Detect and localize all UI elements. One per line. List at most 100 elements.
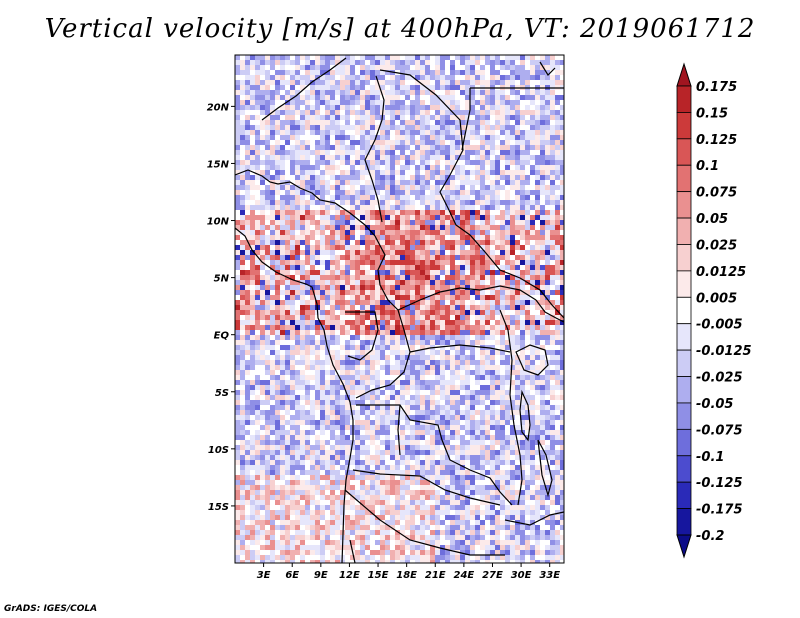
field-cell bbox=[465, 60, 470, 65]
field-cell bbox=[345, 170, 350, 175]
field-cell bbox=[295, 80, 300, 85]
field-cell bbox=[300, 285, 305, 290]
field-cell bbox=[550, 105, 555, 110]
field-cell bbox=[245, 330, 250, 335]
field-cell bbox=[390, 180, 395, 185]
field-cell bbox=[450, 285, 455, 290]
field-cell bbox=[415, 375, 420, 380]
field-cell bbox=[350, 130, 355, 135]
field-cell bbox=[340, 325, 345, 330]
field-cell bbox=[415, 70, 420, 75]
field-cell bbox=[420, 315, 425, 320]
field-cell bbox=[470, 175, 475, 180]
field-cell bbox=[280, 140, 285, 145]
field-cell bbox=[530, 375, 535, 380]
field-cell bbox=[245, 125, 250, 130]
field-cell bbox=[560, 425, 564, 430]
field-cell bbox=[250, 325, 255, 330]
field-cell bbox=[265, 140, 270, 145]
field-cell bbox=[350, 305, 355, 310]
field-cell bbox=[460, 315, 465, 320]
field-cell bbox=[380, 70, 385, 75]
field-cell bbox=[345, 270, 350, 275]
field-cell bbox=[405, 380, 410, 385]
field-cell bbox=[305, 130, 310, 135]
field-cell bbox=[425, 400, 430, 405]
field-cell bbox=[415, 270, 420, 275]
field-cell bbox=[510, 165, 515, 170]
field-cell bbox=[540, 135, 545, 140]
field-cell bbox=[250, 335, 255, 340]
field-cell bbox=[285, 70, 290, 75]
field-cell bbox=[530, 105, 535, 110]
field-cell bbox=[560, 325, 564, 330]
field-cell bbox=[325, 415, 330, 420]
field-cell bbox=[250, 165, 255, 170]
field-cell bbox=[560, 310, 564, 315]
field-cell bbox=[350, 410, 355, 415]
field-cell bbox=[290, 355, 295, 360]
field-cell bbox=[240, 340, 245, 345]
field-cell bbox=[330, 115, 335, 120]
field-cell bbox=[385, 75, 390, 80]
field-cell bbox=[470, 370, 475, 375]
field-cell bbox=[245, 380, 250, 385]
field-cell bbox=[260, 180, 265, 185]
field-cell bbox=[525, 225, 530, 230]
field-cell bbox=[385, 110, 390, 115]
field-cell bbox=[540, 325, 545, 330]
field-cell bbox=[320, 380, 325, 385]
field-cell bbox=[425, 340, 430, 345]
field-cell bbox=[240, 180, 245, 185]
field-cell bbox=[440, 385, 445, 390]
field-cell bbox=[345, 75, 350, 80]
field-cell bbox=[260, 365, 265, 370]
field-cell bbox=[560, 160, 564, 165]
field-cell bbox=[335, 175, 340, 180]
field-cell bbox=[535, 410, 540, 415]
field-cell bbox=[310, 165, 315, 170]
field-cell bbox=[425, 345, 430, 350]
field-cell bbox=[530, 400, 535, 405]
field-cell bbox=[265, 375, 270, 380]
field-cell bbox=[410, 405, 415, 410]
field-cell bbox=[495, 185, 500, 190]
field-cell bbox=[525, 150, 530, 155]
field-cell bbox=[420, 300, 425, 305]
field-cell bbox=[535, 100, 540, 105]
field-cell bbox=[480, 90, 485, 95]
field-cell bbox=[520, 340, 525, 345]
field-cell bbox=[310, 315, 315, 320]
field-cell bbox=[545, 300, 550, 305]
field-cell bbox=[465, 290, 470, 295]
field-cell bbox=[430, 375, 435, 380]
field-cell bbox=[400, 140, 405, 145]
field-cell bbox=[550, 350, 555, 355]
field-cell bbox=[400, 225, 405, 230]
field-cell bbox=[495, 395, 500, 400]
field-cell bbox=[390, 225, 395, 230]
field-cell bbox=[380, 320, 385, 325]
field-cell bbox=[365, 65, 370, 70]
field-cell bbox=[520, 370, 525, 375]
field-cell bbox=[560, 200, 564, 205]
field-cell bbox=[495, 420, 500, 425]
field-cell bbox=[315, 265, 320, 270]
field-cell bbox=[365, 405, 370, 410]
field-cell bbox=[310, 340, 315, 345]
field-cell bbox=[545, 330, 550, 335]
field-cell bbox=[545, 295, 550, 300]
field-cell bbox=[250, 115, 255, 120]
field-cell bbox=[360, 300, 365, 305]
field-cell bbox=[545, 390, 550, 395]
field-cell bbox=[405, 265, 410, 270]
field-cell bbox=[255, 165, 260, 170]
field-cell bbox=[450, 250, 455, 255]
field-cell bbox=[290, 255, 295, 260]
field-cell bbox=[435, 260, 440, 265]
field-cell bbox=[485, 265, 490, 270]
field-cell bbox=[440, 120, 445, 125]
field-cell bbox=[290, 340, 295, 345]
field-cell bbox=[495, 305, 500, 310]
field-cell bbox=[540, 425, 545, 430]
